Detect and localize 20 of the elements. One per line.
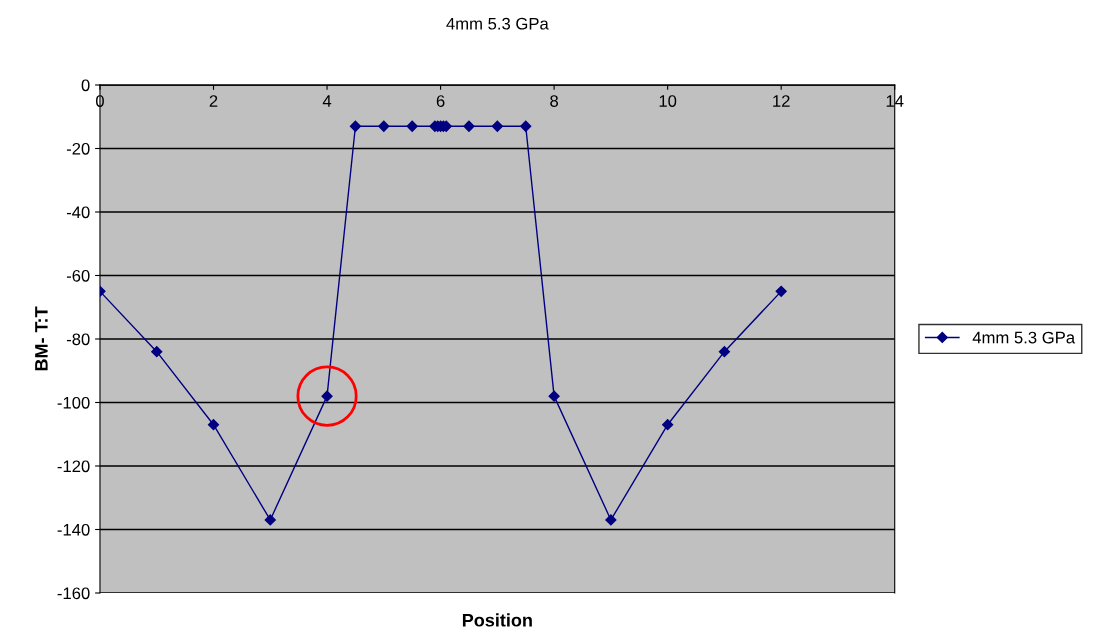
y-tick-label: -60	[66, 269, 90, 282]
x-tick-label: 10	[659, 95, 677, 107]
legend-label: 4mm 5.3 GPa	[972, 331, 1076, 344]
y-tick-label: -80	[66, 333, 90, 346]
x-tick-label: 2	[209, 95, 218, 107]
x-tick-label: 8	[550, 95, 559, 107]
y-tick-label: -40	[66, 206, 90, 219]
y-tick-label: 0	[81, 79, 90, 92]
y-tick-label: -140	[57, 523, 90, 536]
x-tick-label: 4	[322, 95, 332, 107]
x-tick-label: 12	[773, 95, 790, 107]
y-tick-label: -100	[57, 396, 90, 409]
y-tick-label: -20	[66, 142, 90, 155]
y-tick-label: -120	[57, 460, 90, 473]
x-axis-title: Position	[462, 613, 532, 627]
y-tick-label: -160	[57, 587, 90, 600]
chart-title: 4mm 5.3 GPa	[446, 17, 549, 30]
y-axis-title: BM- T:T	[35, 306, 48, 371]
x-tick-label: 0	[95, 95, 104, 107]
x-tick-label: 6	[436, 95, 445, 107]
